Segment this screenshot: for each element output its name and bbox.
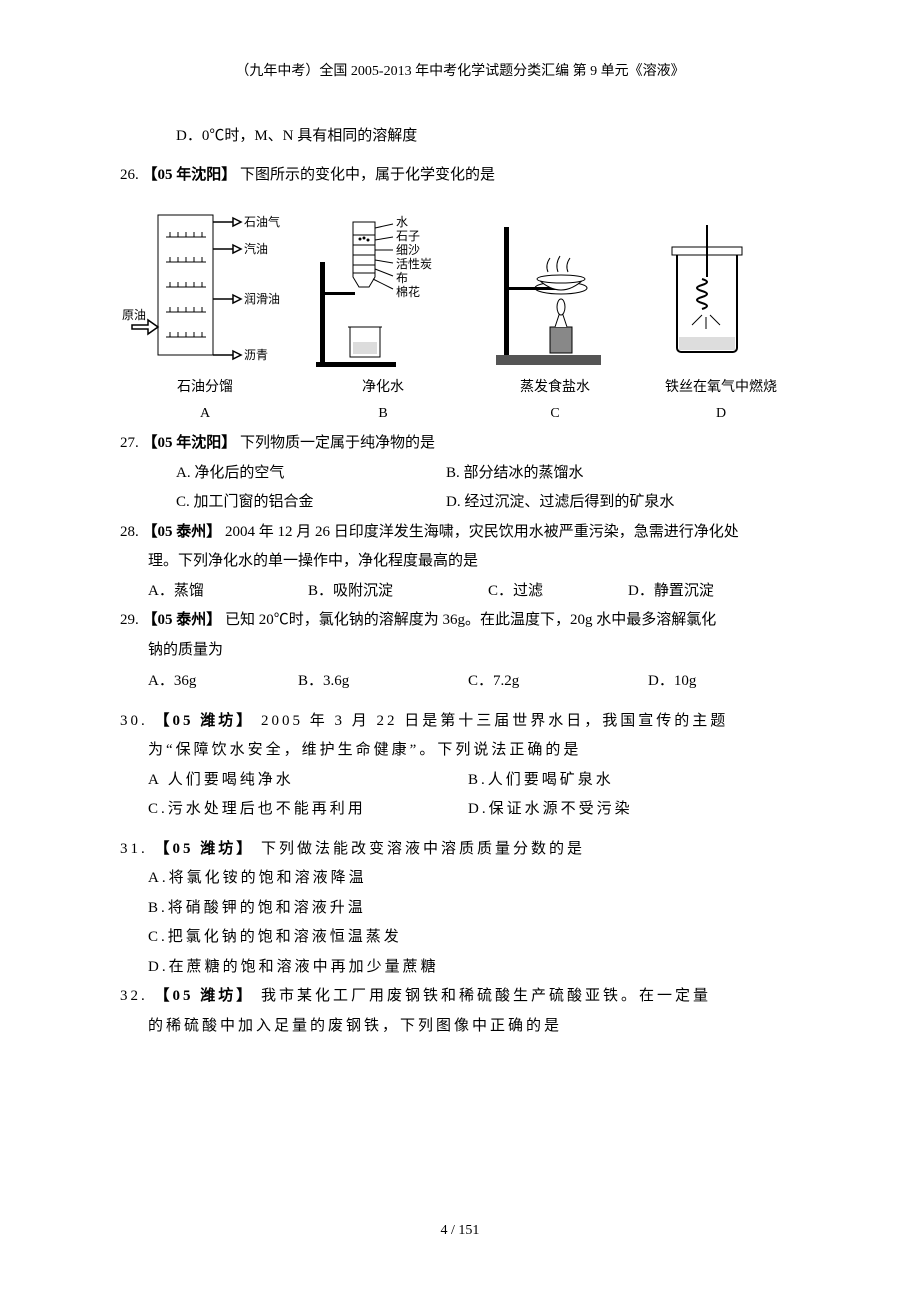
option-a: A.将氯化铵的饱和溶液降温 (120, 866, 800, 892)
q-stem: 已知 20℃时，氯化钠的溶解度为 36g。在此温度下，20g 水中最多溶解氯化 (225, 612, 716, 628)
figure-d: 铁丝在氧气中燃烧 D (642, 207, 800, 426)
option-b: B．吸附沉淀 (308, 579, 458, 605)
option-d: D.在蔗糖的饱和溶液中再加少量蔗糖 (120, 955, 800, 981)
figure-a: 石油气 汽油 润滑油 沥青 原油 石油分馏 A (120, 207, 290, 426)
question-26: 26. 【05 年沈阳】 下图所示的变化中，属于化学变化的是 (120, 163, 800, 425)
svg-text:细沙: 细沙 (396, 243, 420, 257)
option-b: B. 部分结冰的蒸馏水 (446, 461, 584, 487)
option-d: D.保证水源不受污染 (468, 797, 633, 823)
svg-text:石油气: 石油气 (244, 214, 280, 229)
q-source: 【05 潍坊】 (155, 988, 255, 1004)
q-num: 30. (120, 713, 148, 729)
option-a: A. 净化后的空气 (176, 461, 416, 487)
fig-letter: B (298, 402, 468, 426)
q-num: 26. (120, 167, 139, 183)
q-stem-line2: 理。下列净化水的单一操作中，净化程度最高的是 (120, 549, 800, 575)
q-source: 【05 年沈阳】 (143, 167, 237, 183)
svg-text:棉花: 棉花 (396, 284, 420, 299)
fig-letter: D (642, 402, 800, 426)
option-b: B．3.6g (298, 669, 438, 695)
q-stem: 下图所示的变化中，属于化学变化的是 (240, 167, 495, 183)
q-source: 【05 年沈阳】 (143, 435, 237, 451)
question-27: 27. 【05 年沈阳】 下列物质一定属于纯净物的是 A. 净化后的空气 B. … (120, 431, 800, 516)
q-num: 27. (120, 435, 139, 451)
svg-text:润滑油: 润滑油 (244, 292, 280, 306)
svg-text:水: 水 (396, 215, 408, 229)
question-31: 31. 【05 潍坊】 下列做法能改变溶液中溶质质量分数的是 A.将氯化铵的饱和… (120, 837, 800, 981)
q-stem: 我市某化工厂用废钢铁和稀硫酸生产硫酸亚铁。在一定量 (261, 988, 711, 1004)
page-header: （九年中考）全国 2005-2013 年中考化学试题分类汇编 第 9 单元《溶液… (120, 60, 800, 84)
question-28: 28. 【05 泰州】 2004 年 12 月 26 日印度洋发生海啸，灾民饮用… (120, 520, 800, 605)
q-num: 31. (120, 841, 148, 857)
q-source: 【05 潍坊】 (155, 841, 255, 857)
svg-text:汽油: 汽油 (244, 241, 268, 256)
option-c: C．过滤 (488, 579, 598, 605)
q-stem: 2004 年 12 月 26 日印度洋发生海啸，灾民饮用水被严重污染，急需进行净… (225, 524, 739, 540)
fig-caption: 蒸发食盐水 (476, 376, 634, 400)
option-d: D. 经过沉淀、过滤后得到的矿泉水 (446, 490, 674, 516)
question-30: 30. 【05 潍坊】 2005 年 3 月 22 日是第十三届世界水日，我国宣… (120, 709, 800, 823)
q-source: 【05 泰州】 (143, 524, 222, 540)
q-num: 29. (120, 612, 139, 628)
q-stem: 下列物质一定属于纯净物的是 (240, 435, 435, 451)
evaporation-diagram (476, 207, 626, 372)
page-footer: 4 / 151 (120, 1219, 800, 1243)
q-stem-line2: 为“保障饮水安全，维护生命健康”。下列说法正确的是 (120, 738, 800, 764)
water-purify-diagram: 水 石子 细沙 活性炭 布 棉花 (298, 207, 468, 372)
distillation-diagram: 石油气 汽油 润滑油 沥青 原油 (120, 207, 290, 372)
orphan-option-d: D．0℃时，M、N 具有相同的溶解度 (120, 124, 800, 150)
q-num: 32. (120, 988, 148, 1004)
option-c: C.把氯化钠的饱和溶液恒温蒸发 (120, 925, 800, 951)
figure-row: 石油气 汽油 润滑油 沥青 原油 石油分馏 A (120, 207, 800, 426)
q-stem-line2: 钠的质量为 (120, 638, 800, 664)
figure-b: 水 石子 细沙 活性炭 布 棉花 净化水 B (298, 207, 468, 426)
option-d: D．10g (648, 669, 696, 695)
fig-caption: 石油分馏 (120, 376, 290, 400)
option-b: B.人们要喝矿泉水 (468, 768, 614, 794)
svg-text:布: 布 (396, 271, 408, 285)
fig-caption: 净化水 (298, 376, 468, 400)
svg-text:原油: 原油 (122, 308, 146, 322)
fig-caption: 铁丝在氧气中燃烧 (642, 376, 800, 400)
option-a: A．36g (148, 669, 268, 695)
fig-letter: A (120, 402, 290, 426)
question-29: 29. 【05 泰州】 已知 20℃时，氯化钠的溶解度为 36g。在此温度下，2… (120, 608, 800, 695)
iron-burning-diagram (642, 207, 772, 372)
q-stem: 下列做法能改变溶液中溶质质量分数的是 (261, 841, 585, 857)
question-32: 32. 【05 潍坊】 我市某化工厂用废钢铁和稀硫酸生产硫酸亚铁。在一定量 的稀… (120, 984, 800, 1039)
fig-letter: C (476, 402, 634, 426)
option-a: A．蒸馏 (148, 579, 278, 605)
figure-c: 蒸发食盐水 C (476, 207, 634, 426)
option-b: B.将硝酸钾的饱和溶液升温 (120, 896, 800, 922)
option-c: C.污水处理后也不能再利用 (148, 797, 438, 823)
q-stem-line2: 的稀硫酸中加入足量的废钢铁，下列图像中正确的是 (120, 1014, 800, 1040)
svg-text:沥青: 沥青 (244, 348, 268, 362)
q-source: 【05 泰州】 (143, 612, 222, 628)
option-d: D．静置沉淀 (628, 579, 714, 605)
svg-text:活性炭: 活性炭 (396, 257, 432, 271)
option-c: C. 加工门窗的铝合金 (176, 490, 416, 516)
q-stem: 2005 年 3 月 22 日是第十三届世界水日，我国宣传的主题 (261, 713, 728, 729)
option-c: C．7.2g (468, 669, 618, 695)
q-source: 【05 潍坊】 (155, 713, 255, 729)
svg-text:石子: 石子 (396, 229, 420, 243)
q-num: 28. (120, 524, 139, 540)
option-a: A 人们要喝纯净水 (148, 768, 438, 794)
